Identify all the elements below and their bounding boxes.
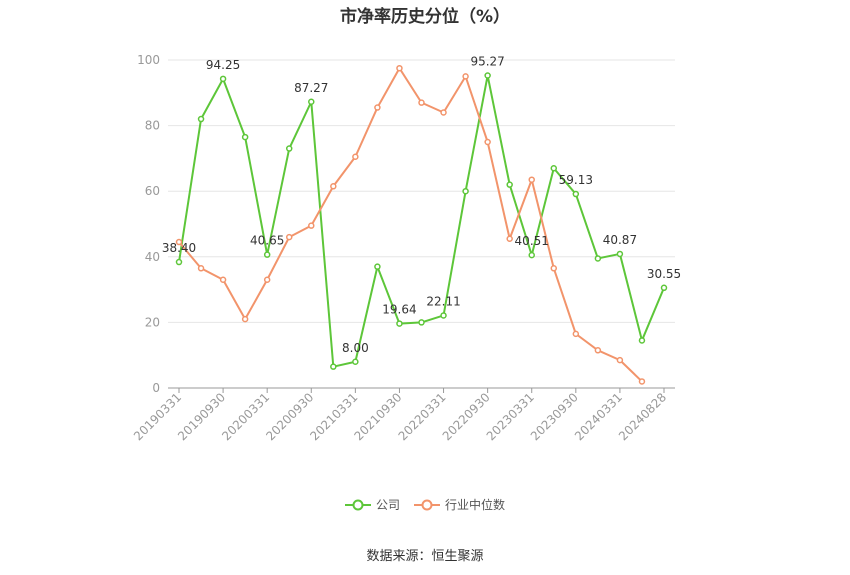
data-point[interactable] bbox=[263, 276, 271, 284]
data-point[interactable] bbox=[594, 255, 602, 262]
data-point[interactable] bbox=[219, 276, 227, 284]
data-point[interactable] bbox=[285, 233, 293, 241]
data-point[interactable] bbox=[352, 153, 359, 161]
data-label: 40.87 bbox=[603, 233, 637, 247]
y-axis: 0 20 40 60 80 100 bbox=[137, 53, 160, 395]
data-point[interactable] bbox=[418, 99, 425, 106]
data-point[interactable] bbox=[308, 98, 315, 106]
data-point[interactable] bbox=[374, 263, 381, 270]
data-point[interactable] bbox=[396, 320, 403, 327]
x-tick-label: 20240828 bbox=[616, 390, 669, 443]
data-point[interactable] bbox=[352, 358, 359, 366]
data-point[interactable] bbox=[550, 265, 558, 272]
y-tick-label: 60 bbox=[145, 184, 160, 198]
data-point[interactable] bbox=[330, 363, 337, 370]
data-point[interactable] bbox=[219, 75, 227, 83]
data-point[interactable] bbox=[175, 258, 183, 266]
data-point[interactable] bbox=[440, 109, 447, 116]
data-label: 40.65 bbox=[250, 234, 284, 248]
y-tick-label: 100 bbox=[137, 53, 160, 67]
data-point[interactable] bbox=[638, 378, 646, 385]
data-label: 19.64 bbox=[382, 303, 416, 317]
data-point[interactable] bbox=[594, 347, 602, 354]
series-line-industry bbox=[178, 67, 643, 383]
data-point[interactable] bbox=[175, 238, 183, 246]
data-point[interactable] bbox=[572, 190, 580, 198]
data-point[interactable] bbox=[374, 104, 381, 111]
legend: 公司 行业中位数 bbox=[0, 496, 850, 513]
data-label: 87.27 bbox=[294, 81, 328, 95]
data-point[interactable] bbox=[197, 115, 205, 123]
legend-marker-industry bbox=[414, 499, 440, 510]
series-points bbox=[175, 64, 668, 385]
y-tick-label: 40 bbox=[145, 250, 160, 264]
data-point[interactable] bbox=[572, 330, 580, 338]
chart-title: 市净率历史分位（%） bbox=[339, 7, 511, 27]
data-label: 59.13 bbox=[559, 173, 593, 187]
data-point[interactable] bbox=[638, 337, 646, 344]
data-point[interactable] bbox=[616, 356, 624, 364]
data-point[interactable] bbox=[418, 319, 425, 326]
data-point[interactable] bbox=[241, 133, 249, 141]
legend-item-company[interactable]: 公司 bbox=[344, 496, 400, 513]
data-point[interactable] bbox=[440, 312, 447, 319]
data-point[interactable] bbox=[462, 73, 469, 80]
data-labels: 38.40 94.25 40.65 87.27 8.00 19.64 22.11 95.27 4… bbox=[162, 55, 681, 355]
data-point[interactable] bbox=[462, 187, 469, 195]
legend-item-industry[interactable]: 行业中位数 bbox=[414, 496, 505, 513]
legend-marker-company bbox=[344, 499, 371, 510]
series-lines bbox=[178, 67, 665, 383]
y-tick-label: 0 bbox=[152, 381, 160, 395]
data-point[interactable] bbox=[197, 265, 205, 272]
data-point[interactable] bbox=[396, 64, 403, 72]
y-tick-label: 80 bbox=[145, 119, 160, 133]
data-label: 40.51 bbox=[515, 234, 549, 248]
y-tick-label: 20 bbox=[145, 315, 160, 329]
data-label: 22.11 bbox=[426, 294, 460, 308]
data-point[interactable] bbox=[528, 251, 535, 259]
data-point[interactable] bbox=[616, 250, 624, 258]
data-label: 95.27 bbox=[470, 55, 504, 69]
data-point[interactable] bbox=[660, 284, 668, 292]
data-label: 30.55 bbox=[647, 267, 681, 281]
data-point[interactable] bbox=[506, 235, 513, 243]
grid-lines bbox=[168, 59, 675, 323]
data-point[interactable] bbox=[528, 176, 535, 183]
data-point[interactable] bbox=[484, 72, 491, 79]
data-point[interactable] bbox=[285, 145, 293, 152]
data-point[interactable] bbox=[263, 251, 271, 258]
data-point[interactable] bbox=[330, 183, 337, 190]
data-label: 94.25 bbox=[206, 58, 240, 72]
data-source: 数据来源：恒生聚源 bbox=[366, 549, 484, 564]
data-point[interactable] bbox=[308, 222, 315, 229]
data-point[interactable] bbox=[241, 315, 249, 323]
legend-label-industry: 行业中位数 bbox=[445, 498, 506, 512]
data-point[interactable] bbox=[550, 164, 558, 172]
data-point[interactable] bbox=[506, 181, 513, 188]
data-label: 8.00 bbox=[342, 341, 369, 355]
legend-label-company: 公司 bbox=[375, 498, 400, 512]
data-point[interactable] bbox=[484, 138, 491, 146]
data-label: 38.40 bbox=[162, 241, 196, 255]
x-axis: 2019033120190930202003312020093020210331… bbox=[131, 387, 675, 443]
